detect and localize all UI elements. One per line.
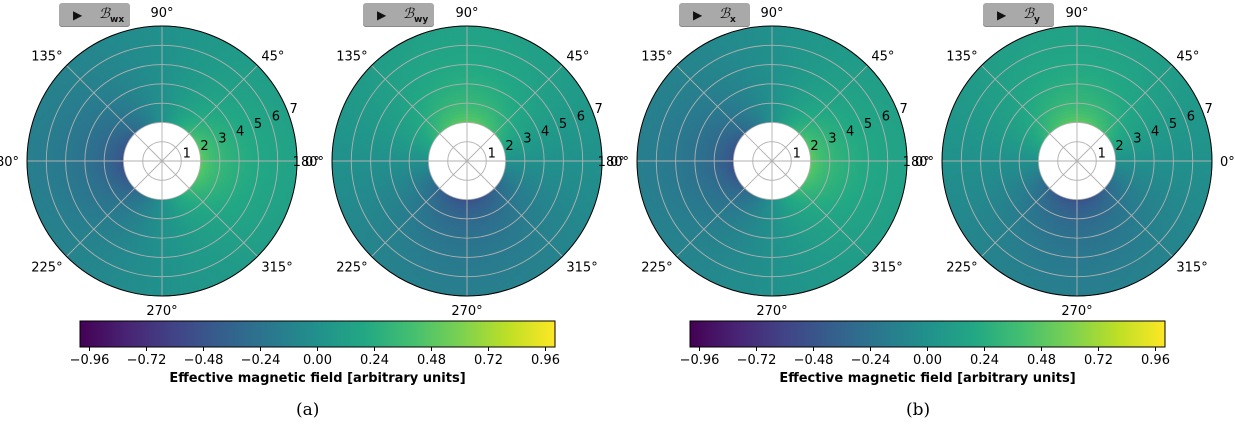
heatmap-cell <box>171 200 175 205</box>
heatmap-cell <box>118 170 123 174</box>
heatmap-cell <box>201 148 206 152</box>
heatmap-cell <box>149 117 153 122</box>
